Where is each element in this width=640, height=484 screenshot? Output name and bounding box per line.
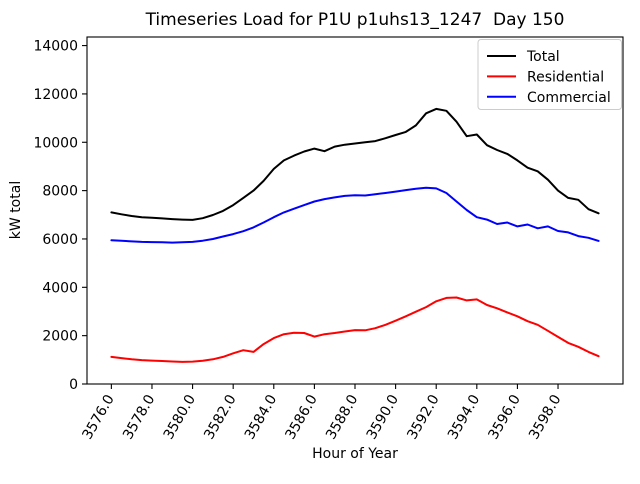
x-tick-label: 3598.0 xyxy=(526,392,564,442)
y-tick-label: 6000 xyxy=(42,232,78,248)
y-tick-label: 8000 xyxy=(42,184,78,200)
y-tick-label: 0 xyxy=(69,377,78,393)
y-tick-label: 4000 xyxy=(42,280,78,296)
x-tick-label: 3594.0 xyxy=(445,392,483,442)
x-tick-label: 3590.0 xyxy=(364,392,402,442)
x-tick-label: 3592.0 xyxy=(404,392,442,442)
chart-title: Timeseries Load for P1U p1uhs13_1247 Day… xyxy=(145,10,565,30)
x-axis-label: Hour of Year xyxy=(312,446,398,462)
x-tick-label: 3580.0 xyxy=(161,392,199,442)
legend-label-residential: Residential xyxy=(527,69,604,85)
legend: Total Residential Commercial xyxy=(477,39,622,110)
y-tick-label: 10000 xyxy=(33,135,78,151)
legend-label-total: Total xyxy=(526,49,560,65)
y-axis-label: kW total xyxy=(8,181,24,239)
series-line-total xyxy=(110,107,600,221)
series-line-commercial xyxy=(110,186,600,244)
x-tick-label: 3596.0 xyxy=(486,392,524,442)
x-tick-label: 3588.0 xyxy=(323,392,361,442)
legend-label-commercial: Commercial xyxy=(527,90,611,106)
series-line-residential xyxy=(110,296,600,363)
y-tick-label: 2000 xyxy=(42,329,78,345)
y-tick-label: 12000 xyxy=(33,87,78,103)
x-tick-label: 3586.0 xyxy=(283,392,321,442)
y-tick-label: 14000 xyxy=(33,39,78,55)
x-tick-label: 3584.0 xyxy=(242,392,280,442)
x-tick-label: 3576.0 xyxy=(79,392,117,442)
x-tick-label: 3578.0 xyxy=(120,392,158,442)
x-tick-label: 3582.0 xyxy=(201,392,239,442)
